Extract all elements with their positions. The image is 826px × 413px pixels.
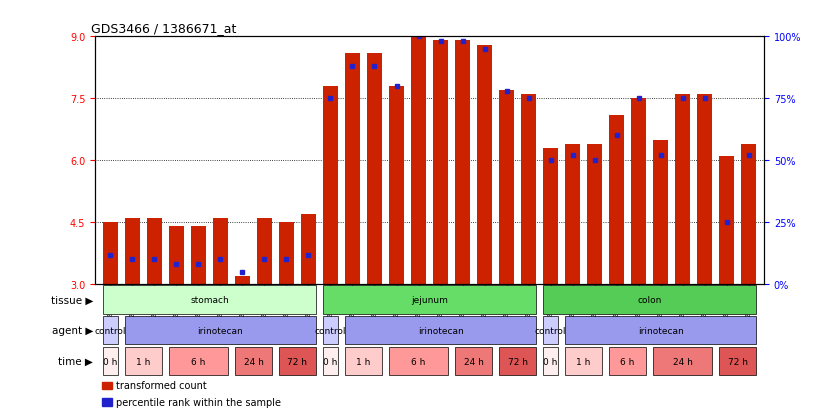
Text: 1 h: 1 h <box>577 357 591 366</box>
Bar <box>103 347 117 375</box>
Bar <box>544 149 558 285</box>
Bar <box>455 41 470 285</box>
Text: time ▶: time ▶ <box>58 356 93 366</box>
Bar <box>301 214 316 285</box>
Text: 0 h: 0 h <box>323 357 338 366</box>
Bar <box>477 45 491 285</box>
Bar <box>169 347 228 375</box>
Bar <box>323 347 338 375</box>
Text: GDS3466 / 1386671_at: GDS3466 / 1386671_at <box>91 22 236 35</box>
Bar <box>719 347 756 375</box>
Bar <box>345 54 359 285</box>
Text: 72 h: 72 h <box>287 357 307 366</box>
Text: 24 h: 24 h <box>463 357 483 366</box>
Bar <box>434 41 448 285</box>
Bar <box>368 54 382 285</box>
Text: 6 h: 6 h <box>620 357 635 366</box>
Bar <box>610 116 624 285</box>
Bar <box>235 276 249 285</box>
Text: 0 h: 0 h <box>103 357 117 366</box>
Bar <box>323 286 536 314</box>
Text: 1 h: 1 h <box>136 357 150 366</box>
Text: agent ▶: agent ▶ <box>51 325 93 335</box>
Text: 72 h: 72 h <box>507 357 528 366</box>
Text: colon: colon <box>638 295 662 304</box>
Text: control: control <box>534 326 567 335</box>
Bar <box>544 347 558 375</box>
Bar <box>103 286 316 314</box>
Bar <box>631 99 646 285</box>
Text: 24 h: 24 h <box>672 357 692 366</box>
Bar <box>742 145 756 285</box>
Bar <box>566 145 580 285</box>
Bar <box>521 95 536 285</box>
Bar <box>411 37 425 285</box>
Text: control: control <box>315 326 346 335</box>
Text: control: control <box>95 326 126 335</box>
Bar <box>147 218 162 285</box>
Bar <box>587 145 601 285</box>
Text: irinotecan: irinotecan <box>418 326 463 335</box>
Bar <box>610 347 646 375</box>
Bar <box>192 227 206 285</box>
Bar <box>235 347 272 375</box>
Text: percentile rank within the sample: percentile rank within the sample <box>116 397 282 407</box>
Bar <box>126 316 316 344</box>
Bar <box>500 347 536 375</box>
Bar <box>389 87 404 285</box>
Bar <box>719 157 733 285</box>
Text: 6 h: 6 h <box>192 357 206 366</box>
Text: 24 h: 24 h <box>244 357 263 366</box>
Text: irinotecan: irinotecan <box>638 326 683 335</box>
Bar <box>544 286 756 314</box>
Text: 72 h: 72 h <box>728 357 748 366</box>
Text: 0 h: 0 h <box>544 357 558 366</box>
Bar <box>102 398 112 406</box>
Bar <box>169 227 183 285</box>
Bar <box>544 316 558 344</box>
Bar <box>345 347 382 375</box>
Text: 1 h: 1 h <box>356 357 371 366</box>
Bar <box>345 316 536 344</box>
Text: jejunum: jejunum <box>411 295 448 304</box>
Bar <box>126 347 162 375</box>
Bar <box>566 316 756 344</box>
Bar <box>323 87 338 285</box>
Bar <box>258 218 272 285</box>
Text: irinotecan: irinotecan <box>197 326 244 335</box>
Text: stomach: stomach <box>190 295 229 304</box>
Bar <box>676 95 690 285</box>
Bar <box>126 218 140 285</box>
Bar <box>102 382 112 389</box>
Bar <box>279 223 293 285</box>
Bar <box>697 95 712 285</box>
Text: tissue ▶: tissue ▶ <box>50 295 93 305</box>
Bar <box>389 347 448 375</box>
Bar <box>279 347 316 375</box>
Bar <box>103 316 117 344</box>
Bar <box>566 347 601 375</box>
Bar <box>323 316 338 344</box>
Bar <box>213 218 228 285</box>
Bar <box>653 347 712 375</box>
Text: transformed count: transformed count <box>116 380 207 391</box>
Text: 6 h: 6 h <box>411 357 425 366</box>
Bar <box>653 140 667 285</box>
Bar <box>455 347 491 375</box>
Bar <box>500 91 514 285</box>
Bar <box>103 223 117 285</box>
